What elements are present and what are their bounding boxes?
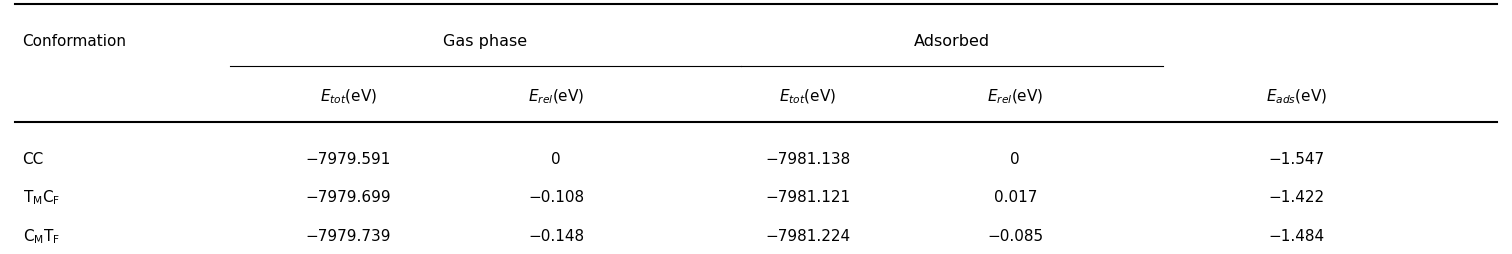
Text: −7981.121: −7981.121 (765, 190, 850, 205)
Text: $E_{tot}$(eV): $E_{tot}$(eV) (321, 88, 376, 106)
Text: C$_{\rm M}$T$_{\rm F}$: C$_{\rm M}$T$_{\rm F}$ (23, 227, 60, 246)
Text: Conformation: Conformation (23, 34, 127, 49)
Text: $E_{tot}$(eV): $E_{tot}$(eV) (779, 88, 836, 106)
Text: −0.108: −0.108 (528, 190, 584, 205)
Text: $E_{rel}$(eV): $E_{rel}$(eV) (528, 88, 584, 106)
Text: 0.017: 0.017 (993, 190, 1037, 205)
Text: 0: 0 (1010, 152, 1021, 167)
Text: −1.422: −1.422 (1269, 190, 1325, 205)
Text: CC: CC (23, 152, 44, 167)
Text: −1.484: −1.484 (1269, 229, 1325, 244)
Text: −7979.591: −7979.591 (305, 152, 392, 167)
Text: Gas phase: Gas phase (443, 34, 526, 49)
Text: −7979.739: −7979.739 (305, 229, 392, 244)
Text: T$_{\rm M}$C$_{\rm F}$: T$_{\rm M}$C$_{\rm F}$ (23, 188, 60, 207)
Text: −7981.138: −7981.138 (765, 152, 850, 167)
Text: $E_{rel}$(eV): $E_{rel}$(eV) (987, 88, 1043, 106)
Text: 0: 0 (552, 152, 561, 167)
Text: −1.547: −1.547 (1269, 152, 1325, 167)
Text: $E_{ads}$(eV): $E_{ads}$(eV) (1266, 88, 1328, 106)
Text: −7979.699: −7979.699 (305, 190, 392, 205)
Text: −7981.224: −7981.224 (765, 229, 850, 244)
Text: −0.148: −0.148 (528, 229, 584, 244)
Text: −0.085: −0.085 (987, 229, 1043, 244)
Text: Adsorbed: Adsorbed (913, 34, 990, 49)
